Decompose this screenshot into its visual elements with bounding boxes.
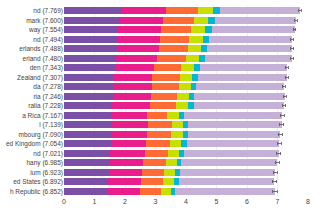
- svg-text:h Republic (6.852): h Republic (6.852): [10, 188, 63, 196]
- svg-text:nd (7.494): nd (7.494): [33, 36, 63, 44]
- svg-text:da (7.278): da (7.278): [33, 83, 63, 91]
- svg-text:7: 7: [276, 198, 280, 205]
- svg-text:Zealand (7.307): Zealand (7.307): [17, 74, 63, 82]
- svg-text:nd (7.021): nd (7.021): [33, 150, 63, 158]
- svg-text:ed Kingdom (7.054): ed Kingdom (7.054): [6, 140, 63, 148]
- svg-text:5: 5: [215, 198, 219, 205]
- svg-text:a Rica (7.167): a Rica (7.167): [22, 112, 63, 120]
- svg-text:ria (7.246): ria (7.246): [33, 93, 63, 101]
- svg-text:erlands (7.488): erlands (7.488): [19, 45, 63, 53]
- svg-text:erland (7.480): erland (7.480): [23, 55, 63, 63]
- svg-text:3: 3: [154, 198, 158, 205]
- svg-text:hany (6.985): hany (6.985): [27, 159, 64, 167]
- svg-text:nd (7.769): nd (7.769): [33, 7, 63, 15]
- svg-text:ralia (7.228): ralia (7.228): [28, 102, 63, 110]
- svg-text:mark (7.600): mark (7.600): [26, 17, 63, 25]
- svg-text:ed States (6.892): ed States (6.892): [13, 178, 63, 186]
- svg-text:l (7.139): l (7.139): [39, 121, 63, 129]
- svg-text:4: 4: [184, 198, 188, 205]
- svg-text:0: 0: [62, 198, 66, 205]
- svg-text:den (7.343): den (7.343): [30, 64, 63, 72]
- svg-text:2: 2: [123, 198, 127, 205]
- svg-text:8: 8: [306, 198, 310, 205]
- svg-text:1: 1: [93, 198, 97, 205]
- svg-text:6: 6: [245, 198, 249, 205]
- svg-text:way (7.554): way (7.554): [28, 26, 63, 34]
- svg-text:mbourg (7.090): mbourg (7.090): [19, 131, 63, 139]
- svg-text:ium (6.923): ium (6.923): [30, 169, 63, 177]
